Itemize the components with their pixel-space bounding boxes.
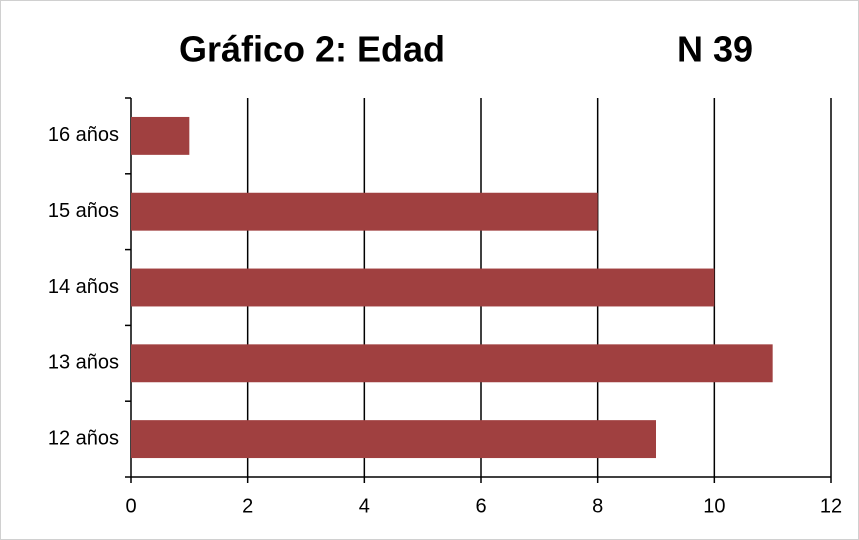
x-tick-label: 4 xyxy=(359,495,370,517)
bar xyxy=(131,192,598,231)
x-tick-label: 12 xyxy=(820,495,842,517)
x-tick-label: 2 xyxy=(242,495,253,517)
x-tick-label: 8 xyxy=(592,495,603,517)
chart-subtitle: N 39 xyxy=(677,29,753,70)
y-tick-label: 13 años xyxy=(48,352,119,374)
bar xyxy=(131,268,715,307)
bar xyxy=(131,420,656,459)
x-tick-label: 10 xyxy=(703,495,725,517)
y-tick-label: 15 años xyxy=(48,200,119,222)
bar xyxy=(131,116,190,155)
chart-title: Gráfico 2: Edad xyxy=(179,29,445,70)
y-tick-label: 12 años xyxy=(48,427,119,449)
x-tick-label: 0 xyxy=(125,495,136,517)
y-tick-label: 16 años xyxy=(48,124,119,146)
y-tick-label: 14 años xyxy=(48,276,119,298)
x-tick-label: 6 xyxy=(475,495,486,517)
bar xyxy=(131,344,773,383)
